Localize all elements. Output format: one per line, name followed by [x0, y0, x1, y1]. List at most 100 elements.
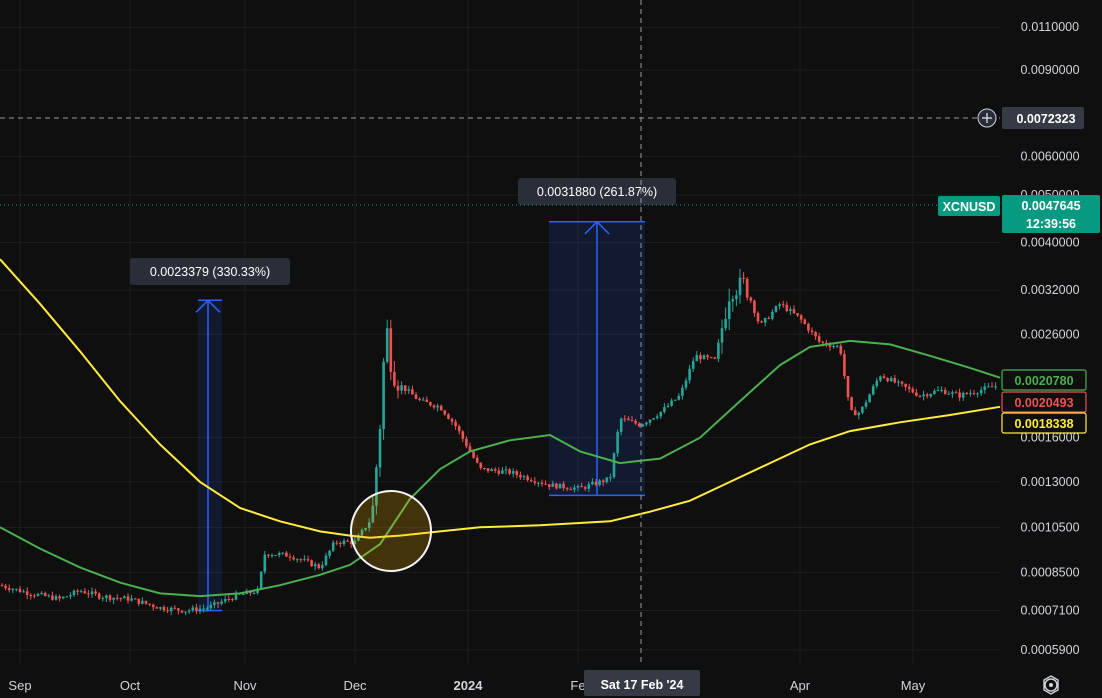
candle-body: [501, 470, 504, 474]
candle-body: [843, 353, 846, 376]
candle-body: [828, 345, 832, 347]
candle-body: [565, 488, 569, 490]
countdown-label: 12:39:56: [1026, 217, 1076, 231]
candle-body: [652, 418, 655, 420]
candle-body: [540, 482, 544, 484]
x-tick-label: Dec: [343, 678, 367, 693]
candle-body: [882, 376, 886, 379]
candle-body: [972, 393, 976, 395]
candle-body: [850, 397, 853, 411]
candle-body: [105, 595, 108, 598]
candle-body: [367, 522, 371, 529]
candle-body: [447, 414, 450, 419]
candle-body: [227, 598, 231, 600]
candle-body: [101, 597, 105, 599]
candle-body: [450, 418, 454, 422]
candle-body: [594, 481, 598, 485]
candle-body: [166, 610, 169, 612]
candle-body: [519, 474, 522, 478]
x-tick-label: Nov: [233, 678, 257, 693]
candle-body: [936, 389, 940, 391]
candle-body: [857, 412, 861, 416]
candle-body: [425, 399, 429, 403]
moving-averages: [0, 258, 1001, 598]
measure-label: 0.0023379 (330.33%): [150, 265, 270, 279]
candle-body: [342, 540, 346, 545]
candle-body: [601, 480, 605, 483]
candle-body: [389, 328, 393, 372]
candle-body: [432, 405, 436, 408]
measure-box: [198, 300, 222, 611]
candle-body: [688, 368, 691, 381]
candle-body: [717, 342, 720, 359]
candle-body: [753, 300, 756, 313]
candle-body: [533, 481, 537, 483]
candle-body: [216, 602, 220, 604]
candle-body: [789, 309, 792, 311]
current-price-label: 0.0047645: [1021, 199, 1080, 213]
candle-body: [771, 311, 774, 319]
candle-body: [202, 608, 205, 610]
candle-body: [987, 386, 990, 388]
candle-body: [709, 357, 713, 359]
candle-body: [349, 541, 353, 544]
candle-body: [598, 480, 601, 485]
candle-body: [115, 597, 119, 599]
candle-body: [159, 607, 162, 609]
y-tick-label: 0.0007100: [1020, 604, 1079, 618]
current-price-tag: [1002, 195, 1100, 233]
candle-body: [61, 596, 65, 599]
candle-body: [727, 301, 731, 320]
candle-body: [483, 468, 486, 470]
candle-body: [976, 393, 979, 395]
candle-body: [169, 607, 173, 612]
candle-body: [195, 607, 198, 612]
candle-body: [573, 487, 576, 490]
candle-body: [807, 323, 810, 331]
candle-body: [7, 588, 11, 590]
candle-body: [137, 598, 141, 604]
candle-body: [864, 402, 868, 407]
candle-body: [994, 386, 997, 388]
candle-body: [961, 392, 965, 398]
green-ma-line: [0, 339, 1001, 598]
candle-body: [403, 385, 407, 391]
green-ma-label: 0.0020780: [1014, 374, 1073, 388]
candle-body: [288, 556, 292, 558]
candle-body: [911, 388, 915, 393]
candle-body: [43, 592, 47, 596]
candle-body: [213, 602, 216, 605]
candle-body: [508, 469, 511, 474]
candle-body: [234, 593, 238, 600]
candle-body: [886, 378, 889, 382]
x-tick-label: Sep: [8, 678, 31, 693]
candle-body: [875, 380, 879, 387]
yellow-ma-line: [0, 258, 1001, 539]
candle-body: [281, 552, 285, 554]
candle-body: [259, 571, 263, 589]
candle-body: [252, 593, 256, 595]
settings-gear-icon[interactable]: [1043, 675, 1059, 695]
candle-body: [126, 596, 130, 601]
candle-body: [418, 398, 421, 401]
time-axis: Sep Oct Nov Dec 2024 Fe Apr May Sat 17 Feb '24: [8, 670, 1059, 696]
candle-body: [72, 590, 76, 596]
candle-body: [414, 394, 418, 399]
candle-body: [15, 588, 18, 590]
candle-body: [465, 438, 468, 447]
candle-body: [335, 542, 339, 544]
candle-body: [353, 540, 357, 544]
x-tick-label: Fe: [570, 678, 585, 693]
y-tick-label: 0.0010500: [1020, 520, 1079, 534]
candle-body: [295, 559, 299, 561]
measure-arrow-head: [195, 299, 221, 313]
candle-body: [580, 485, 583, 488]
candle-body: [58, 596, 61, 599]
candle-body: [339, 542, 342, 545]
candle-body: [735, 295, 738, 300]
crosshair-price-label: 0.0072323: [1016, 112, 1075, 126]
crosshair-price-tag: [1002, 107, 1084, 129]
candle-body: [472, 451, 475, 458]
candle-body: [429, 402, 432, 406]
